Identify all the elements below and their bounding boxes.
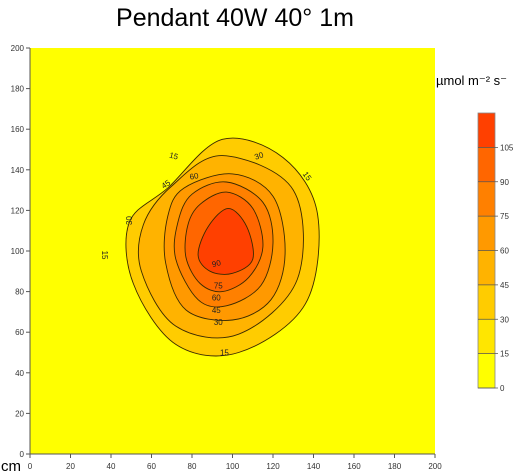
x-axis-unit-label: cm: [1, 458, 21, 475]
colorbar-segment: [478, 319, 495, 354]
y-tick-label: 160: [11, 125, 25, 134]
x-tick-label: 100: [226, 462, 240, 471]
contour-label: 60: [212, 294, 221, 303]
y-tick-label: 20: [15, 409, 24, 418]
colorbar-segment: [478, 181, 495, 217]
colorbar-segment: [478, 113, 495, 148]
y-tick-label: 200: [11, 44, 25, 53]
contour-label: 60: [189, 171, 200, 182]
contour-label: 15: [220, 349, 229, 358]
y-tick-label: 100: [11, 247, 25, 256]
x-tick-label: 200: [428, 462, 442, 471]
contour-label: 15: [168, 151, 179, 162]
chart-title: Pendant 40W 40° 1m: [116, 4, 354, 32]
colorbar-segment: [478, 284, 495, 320]
colorbar-tick-label: 30: [500, 315, 509, 324]
y-tick-label: 60: [15, 328, 24, 337]
colorbar-tick-label: 90: [500, 178, 509, 187]
y-tick-label: 40: [15, 369, 24, 378]
contour-label: 75: [214, 282, 223, 291]
y-tick-label: 180: [11, 85, 25, 94]
x-tick-label: 120: [266, 462, 280, 471]
colorbar-tick-label: 0: [500, 384, 505, 393]
x-tick-label: 140: [307, 462, 321, 471]
x-tick-label: 160: [347, 462, 361, 471]
colorbar-tick-label: 15: [500, 350, 509, 359]
colorbar-segment: [478, 147, 495, 182]
y-tick-label: 0: [20, 450, 25, 459]
colorbar-segment: [478, 216, 495, 251]
colorbar-tick-label: 105: [500, 143, 514, 152]
contour-label: 15: [100, 251, 109, 260]
y-tick-label: 80: [15, 288, 24, 297]
colorbar-tick-label: 60: [500, 247, 509, 256]
y-tick-label: 120: [11, 206, 25, 215]
x-tick-label: 60: [147, 462, 156, 471]
contour-label: 90: [211, 258, 222, 269]
colorbar-tick-label: 45: [500, 281, 509, 290]
contour-label: 30: [253, 150, 265, 162]
contour-peak: [205, 213, 241, 262]
colorbar-segment: [478, 353, 495, 388]
contour-label: 45: [212, 306, 221, 315]
x-tick-label: 40: [107, 462, 116, 471]
contour-label: 30: [214, 318, 223, 327]
x-tick-label: 20: [66, 462, 75, 471]
colorbar-tick-label: 75: [500, 212, 509, 221]
x-tick-label: 0: [28, 462, 33, 471]
colorbar-segment: [478, 250, 495, 285]
y-tick-label: 140: [11, 166, 25, 175]
colorbar-unit-label: µmol m⁻² s⁻: [436, 73, 508, 88]
x-tick-label: 180: [388, 462, 402, 471]
x-tick-label: 80: [188, 462, 197, 471]
contour-label: 30: [125, 216, 134, 225]
